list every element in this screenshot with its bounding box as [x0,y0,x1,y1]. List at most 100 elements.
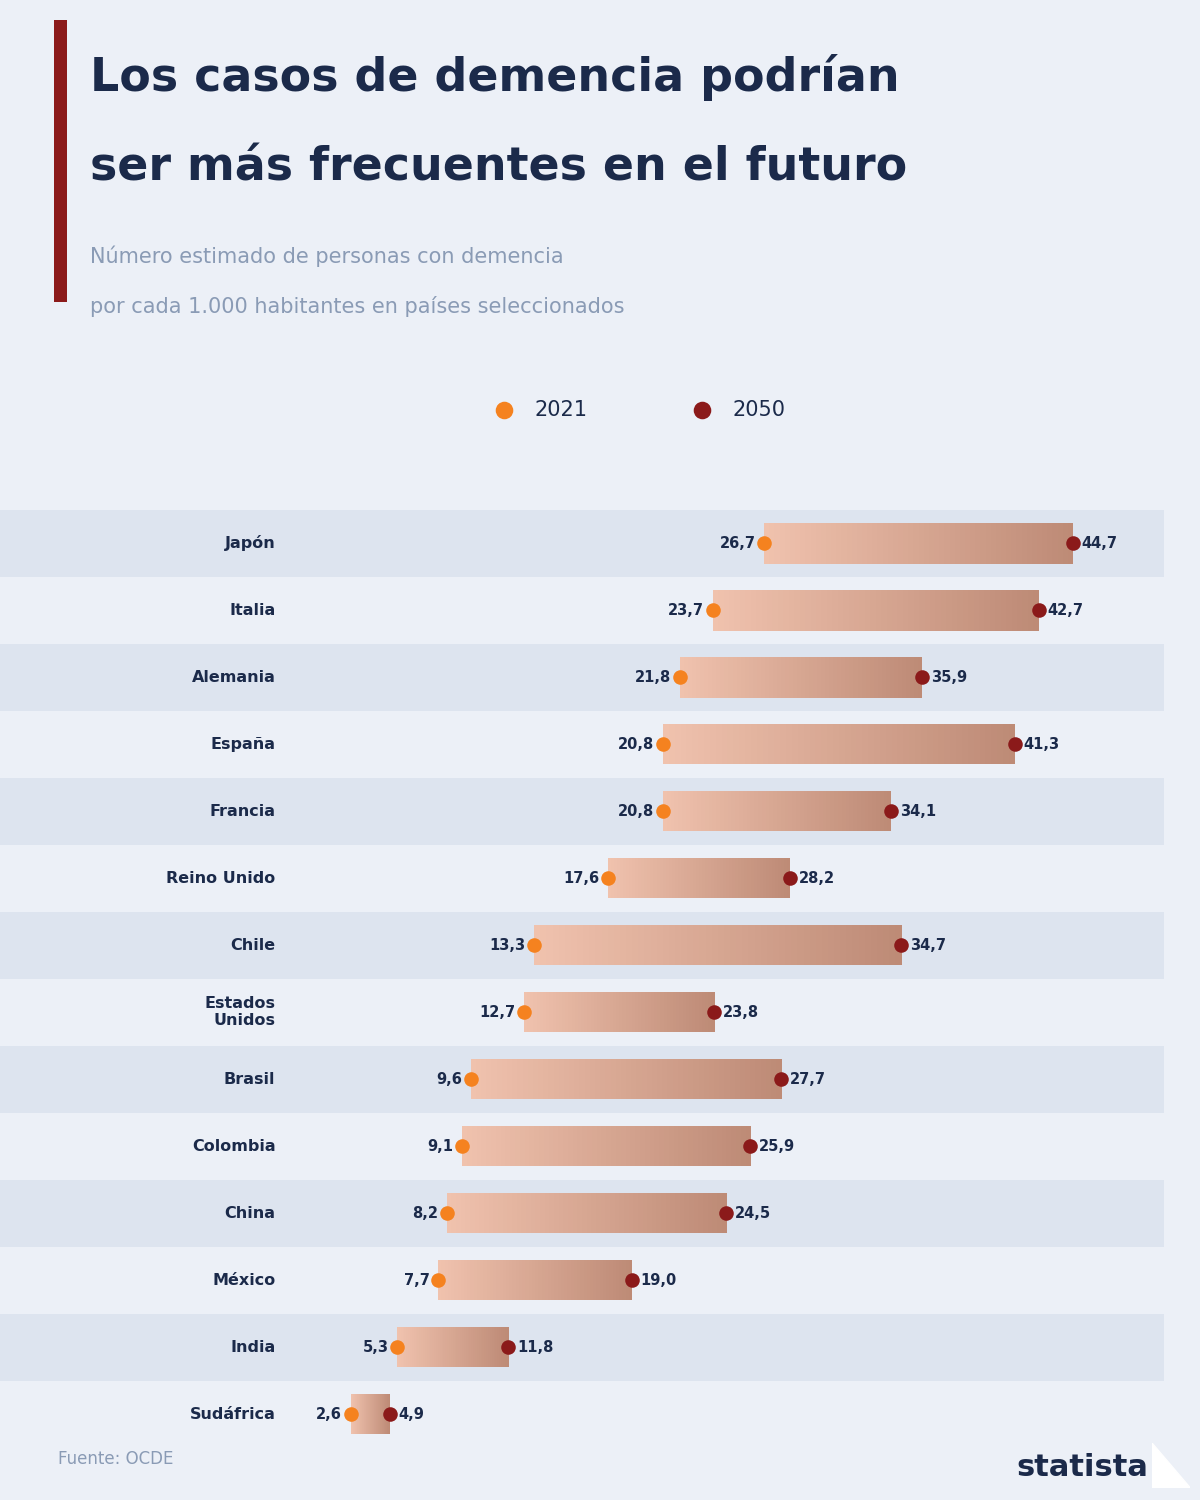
Bar [702,858,706,898]
Bar [444,1328,445,1366]
Bar [677,992,680,1032]
Point [653,800,672,824]
Bar [995,591,1001,630]
Bar [493,1260,497,1300]
Bar [834,792,839,831]
Bar [838,657,841,698]
Bar [656,858,660,898]
Bar [575,1059,580,1100]
Bar [467,1126,472,1167]
Bar [455,1260,458,1300]
Bar [517,1192,522,1233]
Bar [1068,524,1073,564]
Text: 41,3: 41,3 [1024,736,1060,752]
Bar [534,926,541,966]
Bar [594,992,598,1032]
Bar [913,524,919,564]
Bar [694,926,700,966]
Bar [649,1126,655,1167]
Bar [0,912,306,980]
Bar [448,1328,449,1366]
Bar [469,1328,472,1366]
Bar [698,858,702,898]
Bar [706,926,712,966]
Bar [684,657,689,698]
Bar [853,657,858,698]
Bar [846,926,853,966]
Bar [708,1192,713,1233]
Bar [638,858,642,898]
Bar [688,1126,694,1167]
Bar [1012,591,1018,630]
Bar [427,1328,428,1366]
Bar [743,792,746,831]
Bar [796,792,800,831]
Bar [559,992,563,1032]
Bar [600,1059,606,1100]
Bar [692,992,696,1032]
Bar [462,1126,467,1167]
Text: 20,8: 20,8 [618,736,654,752]
Bar [553,1059,559,1100]
Bar [510,1126,515,1167]
Bar [731,1126,737,1167]
Bar [535,1192,540,1233]
Bar [841,524,847,564]
Bar [1001,524,1007,564]
Bar [817,657,822,698]
Text: 5,3: 5,3 [362,1340,389,1354]
Bar [568,1192,572,1233]
Bar [664,1126,670,1167]
Bar [770,1059,776,1100]
Bar [845,724,851,765]
Bar [512,1059,517,1100]
Bar [1028,591,1033,630]
Bar [436,1328,438,1366]
Bar [733,724,739,765]
Bar [577,1192,582,1233]
Bar [821,591,827,630]
Bar [0,644,306,711]
Bar [538,1059,544,1100]
Bar [776,657,781,698]
Bar [493,1192,498,1233]
Bar [658,992,661,1032]
Bar [0,980,306,1046]
Bar [676,1192,680,1233]
Bar [542,992,546,1032]
Bar [919,591,925,630]
Bar [1032,524,1037,564]
Bar [697,792,701,831]
Bar [708,992,712,1032]
Bar [865,657,870,698]
Bar [422,1328,425,1366]
Bar [568,1126,574,1167]
Bar [488,1192,493,1233]
Bar [736,1126,742,1167]
Bar [716,792,720,831]
Bar [768,724,775,765]
Bar [712,858,714,898]
Bar [898,657,902,698]
Bar [502,1328,503,1366]
Bar [833,724,839,765]
Bar [1006,524,1012,564]
Bar [985,524,991,564]
Bar [667,1059,673,1100]
Bar [490,1260,493,1300]
Bar [686,724,692,765]
Bar [898,524,904,564]
Bar [452,1328,455,1366]
Bar [704,992,708,1032]
Bar [686,858,690,898]
Bar [854,591,859,630]
Bar [486,1328,488,1366]
Bar [761,657,766,698]
Bar [626,1059,631,1100]
Bar [610,1192,614,1233]
Bar [778,858,781,898]
Bar [902,657,906,698]
Bar [548,1059,554,1100]
Text: 26,7: 26,7 [720,536,756,550]
Text: ser más frecuentes en el futuro: ser más frecuentes en el futuro [90,146,907,190]
